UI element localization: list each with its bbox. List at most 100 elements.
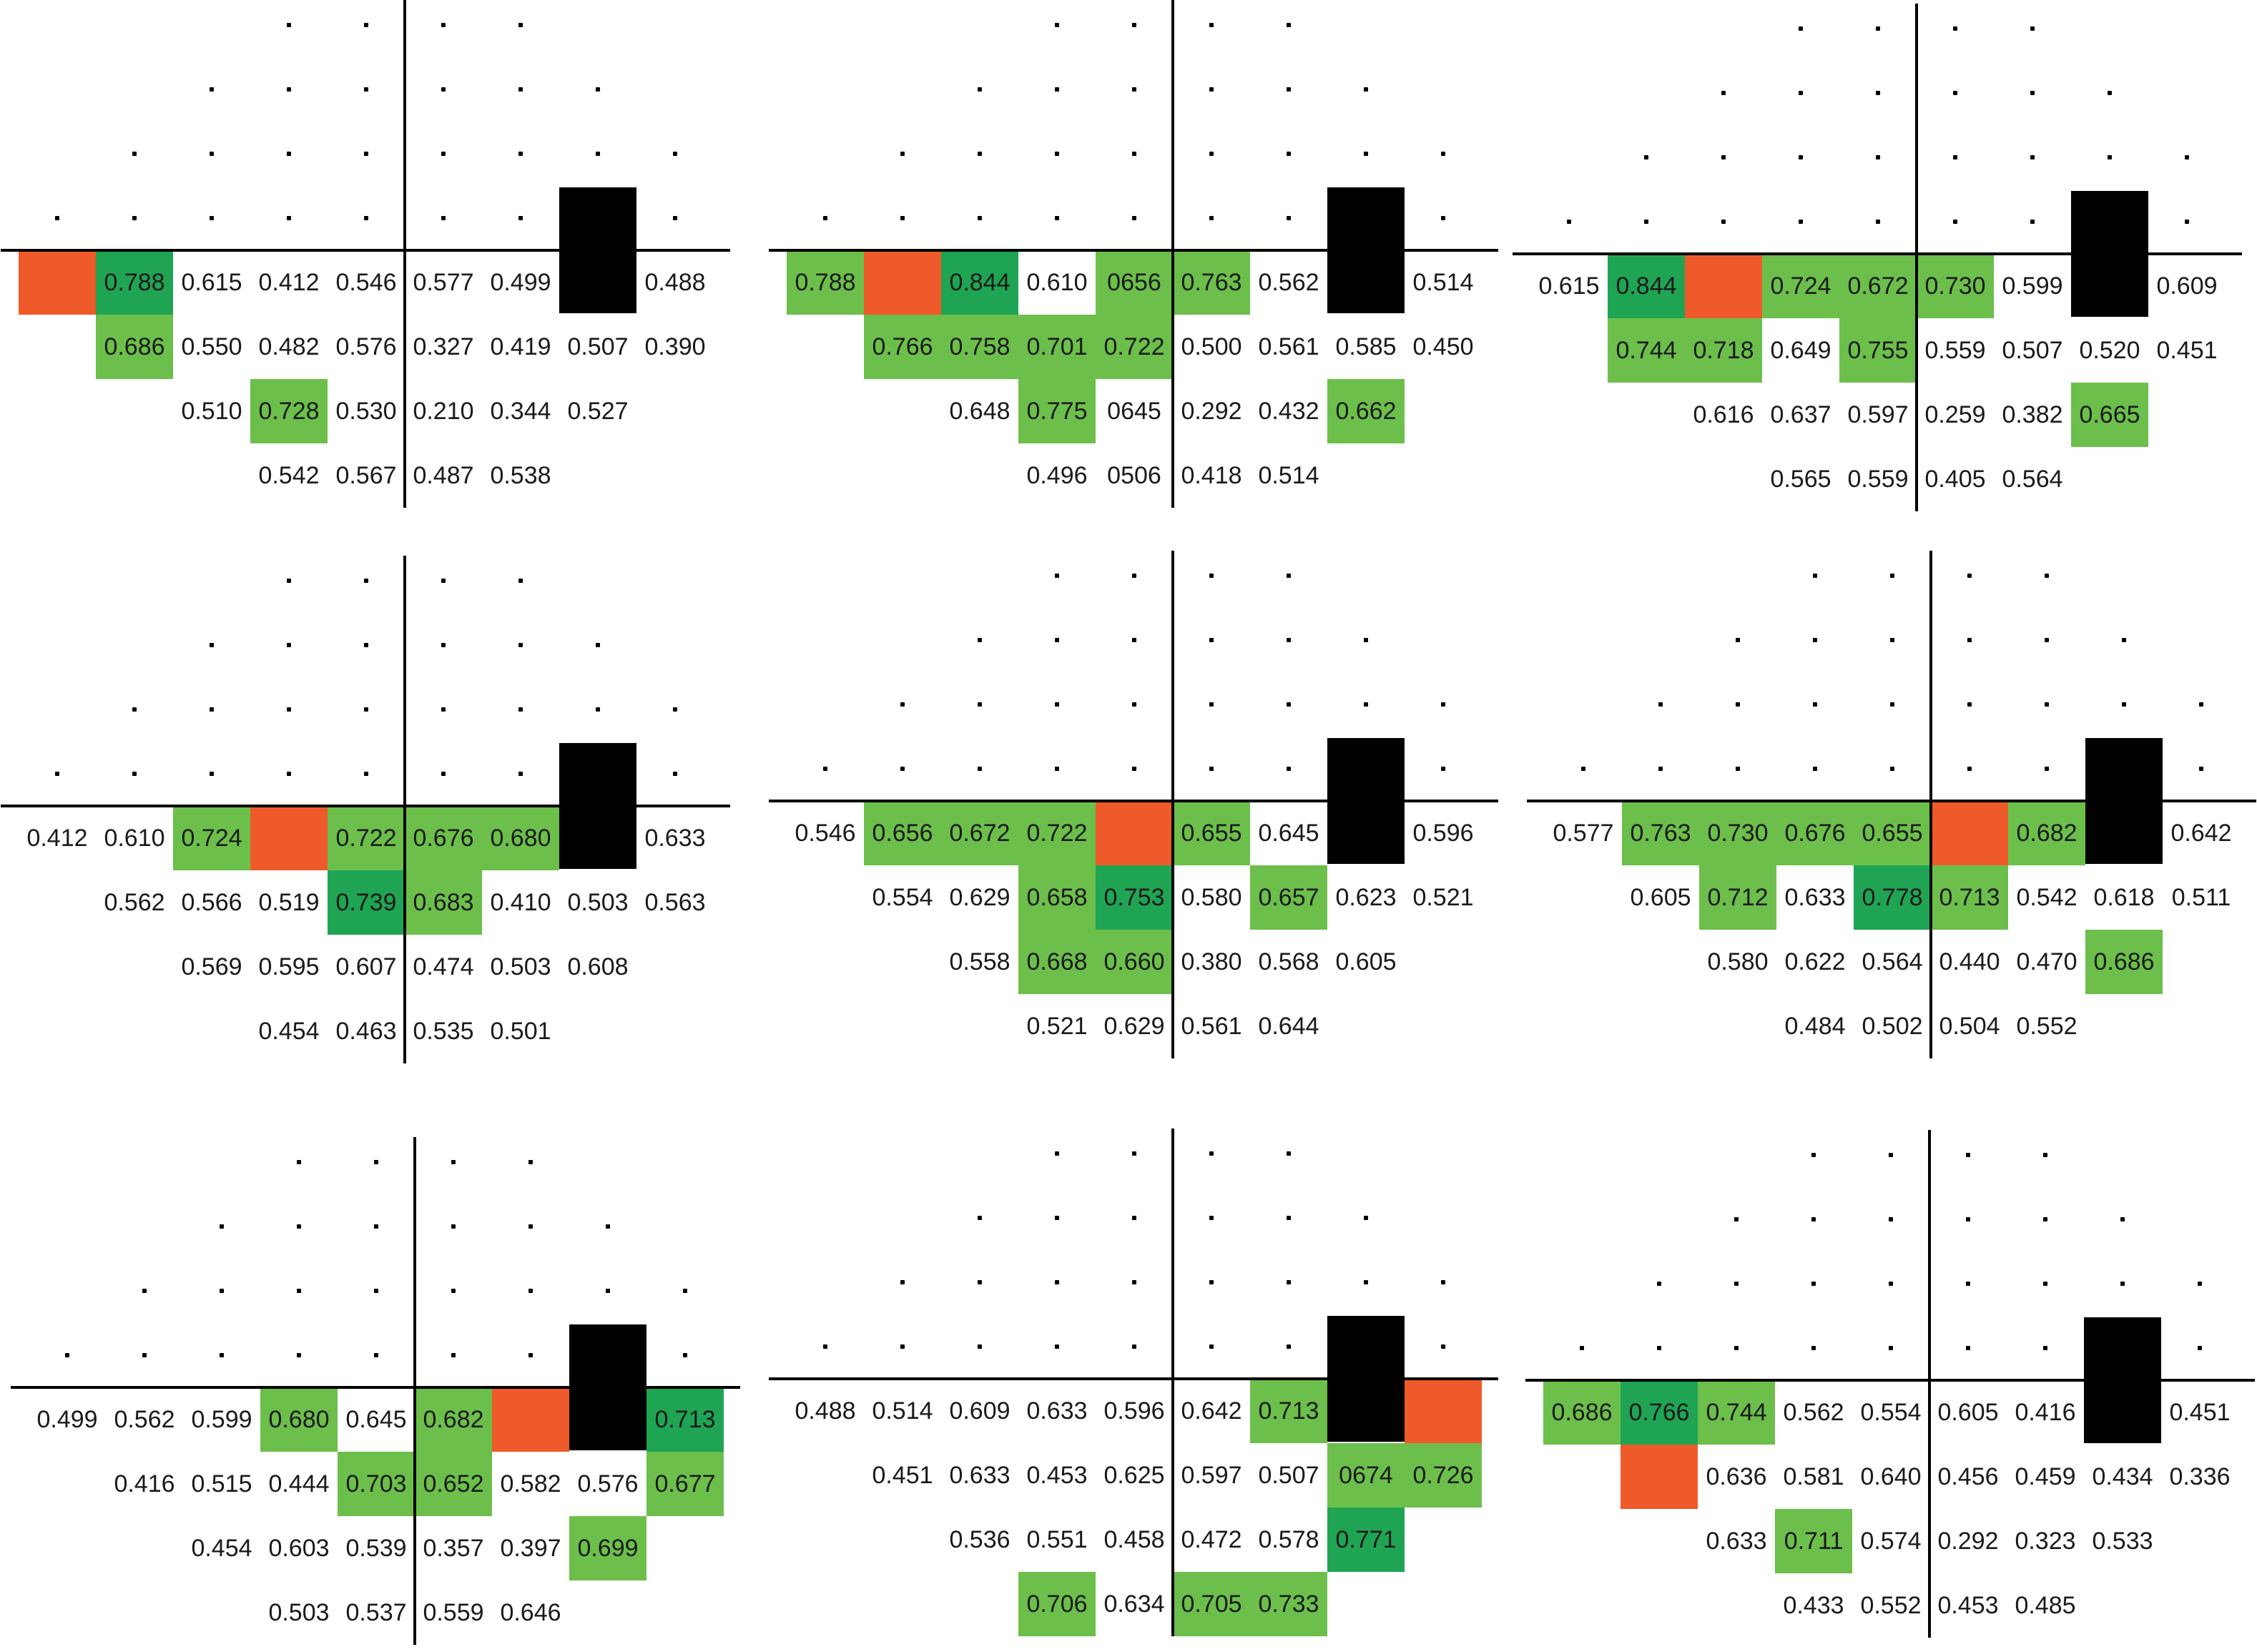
test-point-dot	[2045, 638, 2049, 642]
test-point-dot	[683, 1353, 687, 1357]
test-point-dot	[978, 1216, 982, 1220]
value-cell-light-green: 0.662	[1327, 379, 1405, 443]
value-cell-dark-green: 0.753	[1096, 865, 1173, 930]
test-point-dot	[606, 1289, 610, 1293]
test-point-dot	[2043, 1153, 2047, 1157]
value-cell: 0.645	[345, 1405, 407, 1433]
value-cell: 0.562	[104, 888, 165, 916]
value-cell: 0.537	[345, 1598, 407, 1626]
test-point-dot	[1287, 702, 1291, 707]
test-point-dot	[210, 643, 214, 647]
value-cell: 0.485	[2015, 1591, 2076, 1619]
test-point-dot	[1953, 220, 1957, 224]
field-panel-3: 0.615 0.844 0.724 0.672 0.730 0.599 0.609 0.744…	[1513, 4, 2256, 518]
value-cell-light-green: 0.683	[405, 870, 482, 935]
value-cell: 0.488	[795, 1397, 856, 1425]
test-point-dot	[823, 767, 827, 771]
value-cell: 0.610	[104, 824, 165, 852]
value-cell: 0.503	[268, 1598, 330, 1626]
test-point-dot	[1953, 155, 1957, 159]
test-point-dot	[1721, 220, 1726, 224]
test-point-dot	[1967, 574, 1972, 578]
test-point-dot	[900, 767, 905, 771]
test-point-dot	[1055, 702, 1059, 707]
test-point-dot	[1889, 1217, 1893, 1221]
test-point-dot	[1055, 1216, 1059, 1220]
test-point-dot	[441, 23, 446, 27]
test-point-dot	[1890, 638, 1894, 642]
value-cell-light-green: 0.682	[2008, 801, 2085, 865]
test-point-dot	[1055, 574, 1059, 578]
test-point-dot	[1441, 767, 1445, 771]
test-point-dot	[364, 216, 368, 220]
test-point-dot	[1734, 1217, 1739, 1221]
test-point-dot	[1209, 767, 1214, 771]
test-point-dot	[1209, 87, 1214, 92]
value-cell: 0.634	[1103, 1590, 1165, 1618]
test-point-dot	[596, 152, 600, 156]
test-point-dot	[55, 772, 59, 776]
value-cell: 0.450	[1412, 333, 1474, 360]
test-point-dot	[2199, 767, 2203, 771]
test-point-dot	[1567, 220, 1571, 224]
value-cell: 0.500	[1181, 333, 1242, 360]
test-point-dot	[220, 1353, 224, 1357]
value-cell: 0.607	[335, 953, 397, 980]
test-point-dot	[673, 772, 677, 776]
test-point-dot	[2108, 155, 2112, 159]
value-cell: 0.569	[181, 953, 242, 980]
value-cell: 0.521	[1026, 1012, 1088, 1040]
test-point-dot	[1736, 767, 1740, 771]
test-point-dot	[518, 579, 523, 583]
test-point-dot	[1364, 1216, 1368, 1220]
test-point-dot	[518, 23, 523, 27]
value-cell: 0.637	[1770, 400, 1831, 428]
fixation-cell-orange	[1621, 1445, 1698, 1509]
value-cell: 0.323	[2015, 1527, 2076, 1555]
test-point-dot	[1209, 1151, 1214, 1156]
value-cell-dark-green: 0.844	[1608, 254, 1685, 318]
test-point-dot	[1813, 638, 1817, 642]
fixation-cell-orange	[492, 1387, 569, 1452]
value-cell: 0.210	[413, 397, 474, 425]
value-cell: 0.615	[1538, 272, 1600, 300]
field-panel-5: 0.546 0.656 0.672 0.722 0.655 0.645 0.596 0.554…	[769, 551, 1513, 1066]
value-cell: 0.444	[268, 1470, 330, 1498]
test-point-dot	[1364, 638, 1368, 642]
vertical-axis	[1929, 551, 1932, 1058]
value-cell: 0.519	[258, 888, 320, 916]
test-point-dot	[441, 216, 446, 220]
test-point-dot	[1799, 220, 1803, 224]
value-cell: 0.603	[268, 1534, 330, 1562]
test-point-dot	[55, 216, 59, 220]
value-cell: 0.629	[1103, 1012, 1165, 1040]
test-point-dot	[1889, 1153, 1893, 1157]
value-cell-light-green: 0.706	[1018, 1572, 1096, 1636]
value-cell: 0.552	[1860, 1591, 1922, 1619]
value-cell: 0.292	[1937, 1527, 1999, 1555]
test-point-dot	[2030, 155, 2035, 159]
value-cell-light-green: 0.705	[1173, 1572, 1250, 1636]
value-cell: 0.511	[2171, 883, 2231, 911]
test-point-dot	[2185, 155, 2189, 159]
fixation-cell-orange	[1405, 1379, 1482, 1443]
value-cell-light-green: 0.713	[1931, 865, 2008, 930]
value-cell: 0.432	[1258, 397, 1319, 425]
value-cell: 0.625	[1103, 1461, 1165, 1489]
test-point-dot	[1734, 1282, 1739, 1286]
test-point-dot	[1055, 767, 1059, 771]
test-point-dot	[287, 707, 291, 712]
value-cell: 0.397	[500, 1534, 561, 1562]
test-point-dot	[1209, 638, 1214, 642]
test-point-dot	[441, 707, 446, 712]
test-point-dot	[1132, 23, 1136, 27]
value-cell: 0.390	[644, 333, 706, 360]
value-cell: 0.605	[1937, 1398, 1999, 1426]
value-cell-light-green: 0.668	[1018, 930, 1096, 994]
value-cell: 0.434	[2092, 1462, 2153, 1490]
value-cell: 0.618	[2093, 883, 2155, 911]
test-point-dot	[518, 772, 523, 776]
value-cell: 0.552	[2016, 1012, 2077, 1040]
value-cell: 0.644	[1258, 1012, 1319, 1040]
test-point-dot	[1953, 91, 1957, 95]
